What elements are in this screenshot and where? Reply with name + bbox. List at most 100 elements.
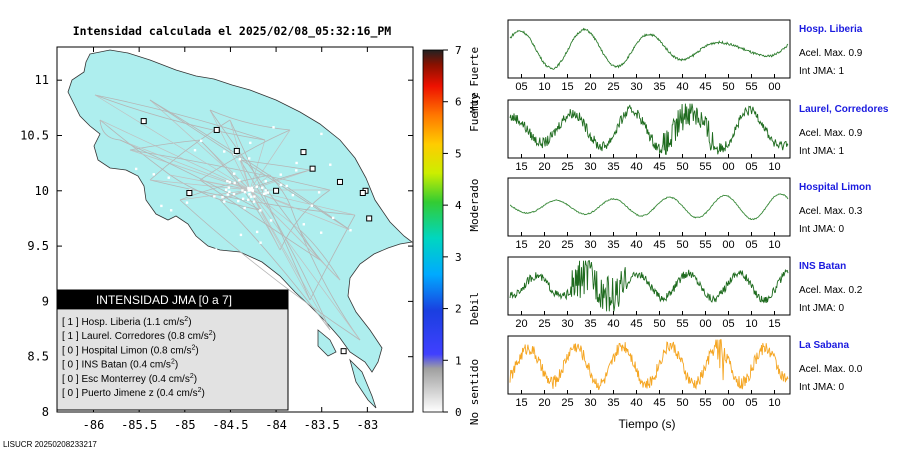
town-dot <box>213 195 216 198</box>
seismogram-tick-label: 15 <box>515 397 527 409</box>
road-segment <box>289 204 361 341</box>
station-marker <box>366 215 373 222</box>
colorbar-tick-label: 0 <box>455 406 462 419</box>
road-segment <box>249 169 311 191</box>
seismogram-tick-label: 55 <box>699 397 711 409</box>
seismogram-tick-label: 05 <box>745 397 757 409</box>
seismogram-tick-label: 20 <box>538 239 550 251</box>
seismogram-panel: 15 20 25 30 35 40 45 50 55 00 05 10 La Sabana Acel. M… <box>507 335 863 409</box>
road-segment <box>99 119 171 176</box>
road-segment <box>179 189 251 201</box>
seismogram-waveform <box>509 27 789 70</box>
seismogram-tick-label: 30 <box>584 161 596 173</box>
road-network <box>94 94 361 341</box>
road-segment <box>269 174 291 206</box>
map-x-tick-label: -83.5 <box>304 418 340 432</box>
town-dot <box>243 190 247 194</box>
map-y-axis: 11 10.5 10 9.5 9 8.5 8 <box>20 73 413 419</box>
seismogram-waveform <box>509 339 789 391</box>
town-dot <box>329 163 332 166</box>
town-dot <box>193 149 197 152</box>
station-name: Laurel, Corredores <box>799 104 889 115</box>
costa-rica-landmass <box>67 49 413 373</box>
town-dot <box>227 186 231 189</box>
map-title: Intensidad calculada el 2025/02/08_05:32… <box>73 24 392 39</box>
map-y-tick-label: 9 <box>42 294 49 308</box>
road-segment <box>129 149 331 191</box>
town-dot <box>233 181 236 185</box>
town-dot <box>264 192 267 195</box>
road-segment <box>249 189 341 281</box>
town-dot <box>247 198 250 202</box>
seismogram-panel: 15 20 25 30 35 40 45 50 55 00 05 10 Laurel, Corredor… <box>507 99 889 173</box>
legend-row-unit-sup: 2 <box>184 316 188 323</box>
seismogram-tick-label: 20 <box>538 161 550 173</box>
seismogram-tick-label: 45 <box>653 161 665 173</box>
seismogram-frame <box>507 99 791 159</box>
map-y-tick-label: 9.5 <box>27 239 49 253</box>
road-segment <box>279 189 331 251</box>
jma-intensity: Int JMA: 1 <box>799 66 844 77</box>
road-segment <box>149 179 251 191</box>
seismogram-tick-label: 40 <box>630 239 642 251</box>
legend-row-station: Hospital Limon <box>81 345 150 356</box>
town-dot <box>272 126 275 129</box>
time-axis-label: Tiempo (s) <box>619 417 676 431</box>
map-y-tick-label: 10.5 <box>20 128 49 142</box>
town-dot <box>238 158 242 161</box>
seismogram-tick-label: 10 <box>768 239 780 251</box>
town-dot <box>232 192 236 196</box>
seismogram-tick-label: 10 <box>538 81 550 93</box>
seismogram-tick-label: 25 <box>561 161 573 173</box>
seismogram-frame <box>507 19 791 79</box>
town-dot <box>248 193 251 196</box>
map-x-tick-label: -83 <box>357 418 379 432</box>
legend-row-unit-sup: 2 <box>171 359 175 366</box>
seismogram-tick-label: 50 <box>676 239 688 251</box>
legend-row-station: Laurel. Corredores <box>81 331 167 342</box>
max-acceleration: Acel. Max. 0.2 <box>799 285 863 296</box>
town-dot <box>237 199 240 203</box>
town-dot <box>255 230 259 234</box>
seismogram-tick-label: 25 <box>538 318 550 330</box>
town-dot <box>239 233 243 237</box>
legend-row-station: INS Batan <box>81 360 129 371</box>
station-marker <box>309 165 316 172</box>
town-dot <box>238 179 241 182</box>
town-dot <box>250 186 254 190</box>
town-dot <box>252 200 256 203</box>
road-segment <box>249 189 356 216</box>
legend-row-value: (0.8 cm/s <box>168 331 209 342</box>
town-dot <box>139 207 142 210</box>
town-dot <box>319 231 323 234</box>
road-segment <box>249 129 291 191</box>
road-segment <box>299 229 341 281</box>
station-markers <box>140 118 373 355</box>
legend-row-close: ) <box>188 317 191 328</box>
colorbar-label: Moderado <box>468 179 481 232</box>
legend-row: [ 1 ] Hosp. Liberia (1.1 cm/s2) <box>62 316 192 328</box>
burica-peninsula <box>349 358 377 409</box>
town-dot <box>228 181 231 184</box>
station-marker <box>359 190 366 196</box>
town-dot <box>295 169 298 172</box>
seismogram-tick-label: 35 <box>607 161 619 173</box>
legend-background <box>56 289 289 411</box>
town-dot <box>243 206 246 210</box>
legend-header <box>57 290 288 309</box>
road-segment <box>94 94 266 141</box>
legend-row-value: (0.8 cm/s <box>150 345 191 356</box>
town-dot <box>310 204 313 207</box>
legend-row: [ 0 ] Esc Monterrey (0.4 cm/s2) <box>62 373 197 385</box>
town-dot <box>253 195 256 198</box>
colorbar-tick-label: 7 <box>455 44 462 57</box>
legend-row-level: [ 1 ] <box>62 331 81 342</box>
seismogram-tick-label: 05 <box>515 81 527 93</box>
station-marker <box>213 126 220 133</box>
town-dot <box>214 248 218 251</box>
station-marker <box>140 118 147 125</box>
legend-row-close: ) <box>194 374 197 385</box>
seismogram-tick-label: 55 <box>745 81 757 93</box>
seismogram-tick-label: 30 <box>584 397 596 409</box>
